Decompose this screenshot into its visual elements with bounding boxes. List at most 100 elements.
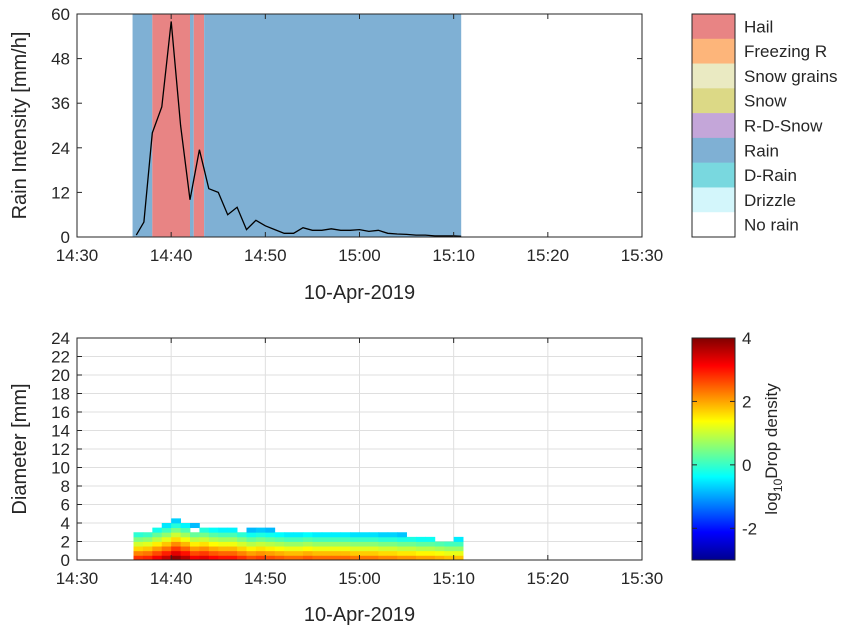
heatmap-cell: [133, 555, 144, 561]
legend-box: [691, 13, 736, 238]
heatmap-cell: [208, 550, 219, 556]
heatmap-cell: [199, 555, 210, 561]
heatmap-cell: [397, 541, 407, 547]
colorbar-tick-label: 2: [742, 392, 751, 411]
heatmap-cell: [397, 532, 407, 538]
bottom-x-axis-label: 10-Apr-2019: [304, 604, 415, 626]
heatmap-cell: [359, 541, 370, 547]
heatmap-cell: [331, 550, 342, 556]
x-tick-label: 15:00: [338, 569, 381, 588]
heatmap-cell: [293, 550, 304, 556]
heatmap-cell: [378, 546, 389, 552]
y-tick-label: 20: [51, 366, 70, 385]
heatmap-cell: [303, 546, 313, 552]
colorbar-tick-label: 0: [742, 456, 751, 475]
heatmap-cell: [331, 555, 342, 561]
heatmap-cell: [312, 532, 323, 538]
heatmap-cell: [218, 541, 229, 547]
heatmap-cell: [190, 532, 200, 538]
heatmap-cell: [284, 532, 294, 538]
heatmap-cell: [331, 546, 342, 552]
legend-entry: D-Rain: [744, 166, 797, 185]
heatmap-cell: [444, 555, 455, 561]
heatmap-cell: [416, 541, 426, 547]
y-tick-label: 48: [51, 50, 70, 69]
heatmap-cell: [180, 541, 191, 547]
colorbar-label-prefix: log: [762, 492, 781, 515]
heatmap-cell: [444, 546, 455, 552]
heatmap-cell: [218, 546, 229, 552]
heatmap-cell: [425, 541, 436, 547]
heatmap-cell: [190, 523, 200, 529]
drop-size-heatmap: [133, 518, 464, 561]
heatmap-cell: [359, 532, 370, 538]
heatmap-cell: [227, 532, 238, 538]
x-tick-label: 14:50: [244, 246, 287, 265]
heatmap-cell: [171, 541, 181, 547]
top-x-axis-label: 10-Apr-2019: [304, 282, 415, 304]
legend-swatch: [692, 187, 735, 213]
heatmap-cell: [218, 527, 229, 533]
heatmap-cell: [180, 527, 191, 533]
heatmap-cell: [397, 550, 407, 556]
heatmap-cell: [274, 536, 285, 542]
heatmap-cell: [387, 555, 398, 561]
heatmap-cell: [152, 546, 163, 552]
heatmap-cell: [161, 541, 172, 547]
precip-type-bands: [132, 14, 462, 237]
x-tick-label: 14:40: [150, 569, 193, 588]
heatmap-cell: [255, 536, 266, 542]
heatmap-cell: [416, 555, 426, 561]
heatmap-cell: [321, 536, 332, 542]
heatmap-cell: [274, 532, 285, 538]
heatmap-cell: [312, 550, 323, 556]
heatmap-cell: [208, 546, 219, 552]
heatmap-cell: [265, 550, 276, 556]
colorbar-label: log10Drop density: [762, 383, 785, 515]
heatmap-cell: [303, 555, 313, 561]
y-tick-label: 24: [51, 329, 70, 348]
heatmap-cell: [293, 541, 304, 547]
y-tick-label: 0: [61, 551, 70, 570]
legend-swatch: [692, 88, 735, 114]
colorbar-ticks: -2 0 2 4: [692, 329, 757, 538]
heatmap-cell: [199, 527, 210, 533]
heatmap-cell: [265, 541, 276, 547]
heatmap-cell: [312, 536, 323, 542]
heatmap-cell: [303, 550, 313, 556]
heatmap-cell: [237, 555, 247, 561]
heatmap-cell: [190, 546, 200, 552]
heatmap-cell: [340, 555, 351, 561]
heatmap-cell: [246, 536, 257, 542]
heatmap-cell: [190, 536, 200, 542]
heatmap-cell: [312, 541, 323, 547]
y-tick-label: 2: [61, 532, 70, 551]
heatmap-cell: [359, 555, 370, 561]
x-tick-label: 14:40: [150, 246, 193, 265]
heatmap-cell: [284, 536, 294, 542]
heatmap-cell: [180, 532, 191, 538]
legend-entry: Rain: [744, 141, 779, 160]
y-tick-label: 18: [51, 384, 70, 403]
heatmap-cell: [274, 555, 285, 561]
heatmap-cell: [180, 546, 191, 552]
heatmap-cell: [378, 532, 389, 538]
legend-swatch: [692, 137, 735, 163]
legend-entry: Snow grains: [744, 67, 838, 86]
legend-swatch: [692, 162, 735, 188]
heatmap-cell: [321, 555, 332, 561]
legend-entry: Drizzle: [744, 191, 796, 210]
legend-entry: R-D-Snow: [744, 117, 823, 136]
heatmap-cell: [378, 550, 389, 556]
heatmap-cell: [274, 546, 285, 552]
heatmap-cell: [265, 532, 276, 538]
heatmap-cell: [387, 532, 398, 538]
y-tick-label: 22: [51, 347, 70, 366]
y-tick-label: 36: [51, 94, 70, 113]
legend-entry: Hail: [744, 17, 773, 36]
heatmap-cell: [331, 536, 342, 542]
heatmap-cell: [199, 550, 210, 556]
heatmap-cell: [227, 555, 238, 561]
heatmap-cell: [350, 550, 360, 556]
